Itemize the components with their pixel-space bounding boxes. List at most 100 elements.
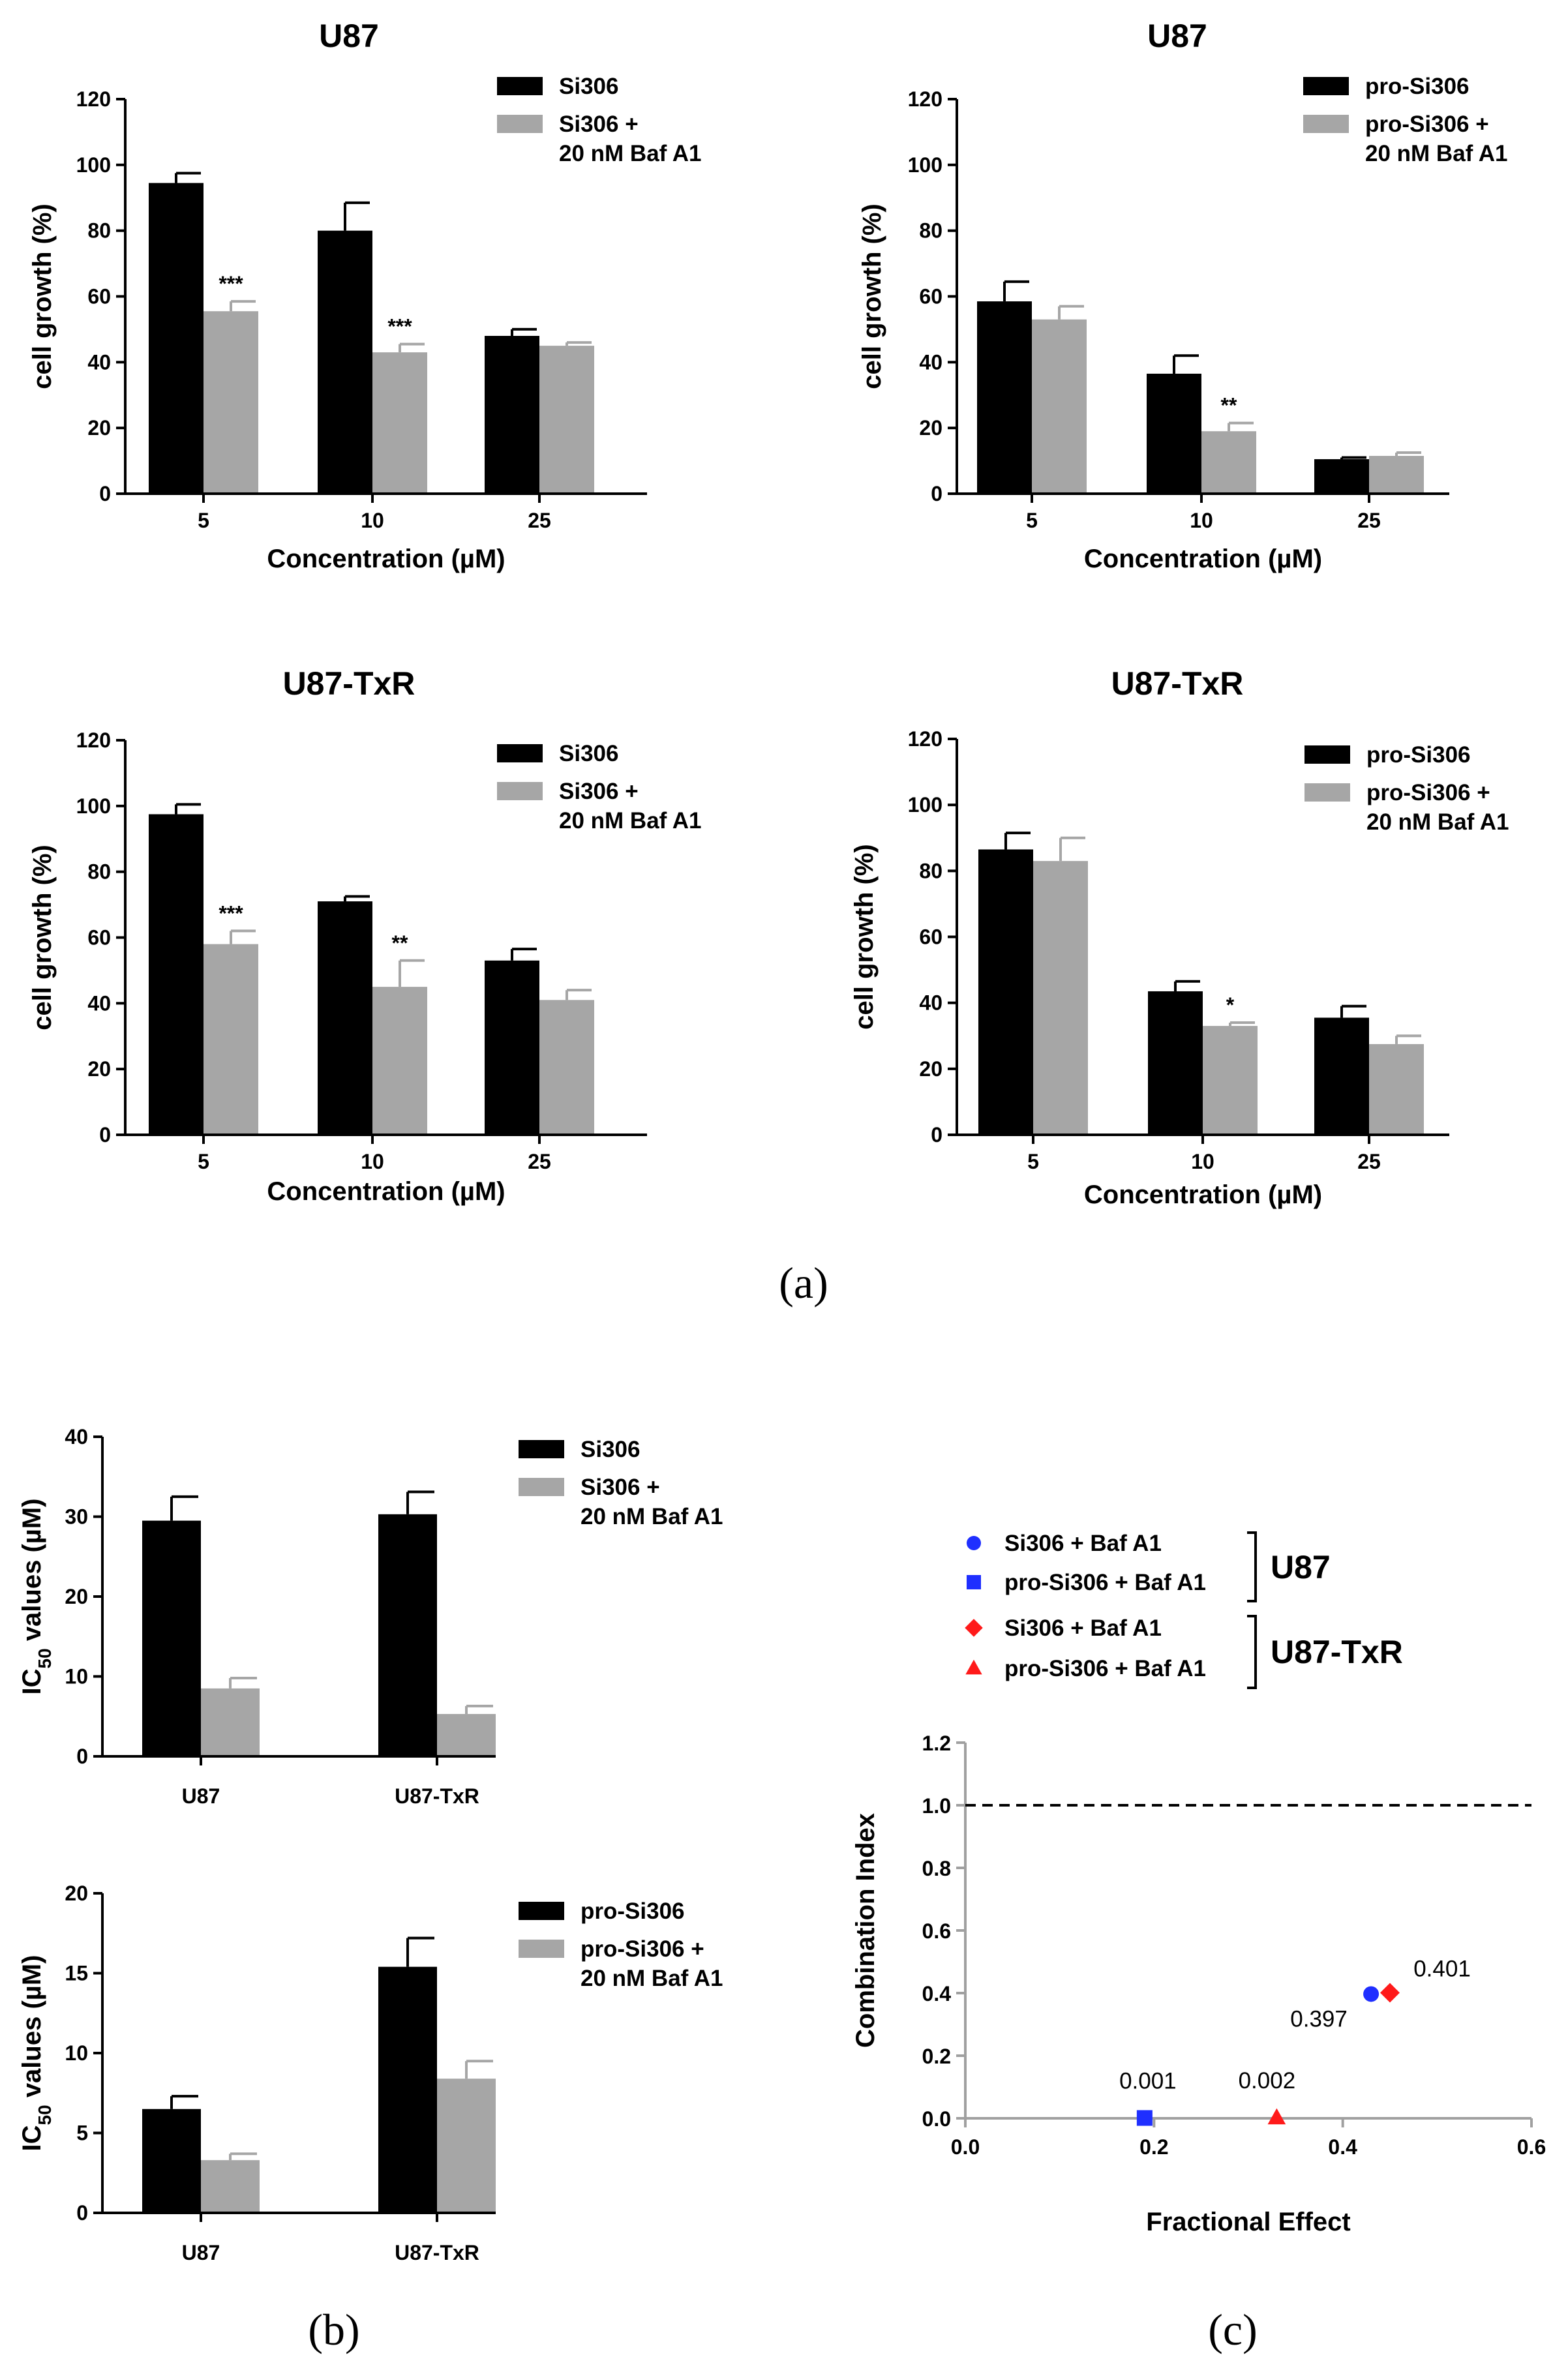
y-tick-label: 0 (931, 482, 942, 505)
y-tick-label: 0.2 (922, 2045, 951, 2068)
bar-drug-1 (1147, 373, 1201, 494)
data-point-circle (1363, 1986, 1380, 2002)
x-tick-label: U87 (182, 2241, 220, 2264)
y-tick-label: 40 (919, 350, 942, 374)
x-tick-label: 5 (1026, 509, 1038, 532)
chart-a2-u87-pro-si306: U87 ** 0 20 40 60 80 100 120 5 10 25 Concentration (… (858, 18, 1507, 573)
legend-label: Si306 + Baf A1 (1004, 1531, 1162, 1556)
bar-drug-2 (485, 336, 539, 494)
bar-combo-0 (201, 1688, 260, 1756)
significance-mark: *** (219, 272, 243, 295)
y-tick-label: 20 (919, 416, 942, 440)
point-value-label: 0.397 (1290, 2006, 1348, 2032)
legend-swatch-1 (497, 782, 543, 800)
legend-swatch-0 (1303, 77, 1349, 95)
bar-combo-1 (1203, 1026, 1258, 1135)
legend-label-1: 20 nM Baf A1 (580, 1504, 723, 1529)
bar-combo-0 (204, 944, 258, 1135)
y-tick-label: 10 (65, 1665, 88, 1689)
y-axis-label: cell growth (%) (28, 845, 57, 1030)
legend-marker-triangle (965, 1659, 982, 1675)
legend-label: Si306 + Baf A1 (1004, 1615, 1162, 1641)
legend-label-0: Si306 (559, 741, 618, 766)
bar-combo-1 (437, 1714, 496, 1756)
x-tick-label: 25 (528, 509, 551, 532)
y-tick-label: 120 (908, 727, 942, 751)
legend-label-1: 20 nM Baf A1 (1365, 141, 1507, 166)
bar-combo-1 (372, 987, 427, 1135)
chart-c-combination-index: 0.0 0.2 0.4 0.6 0.8 1.0 1.2 0.0 0.2 0.4 0.6 Fractio… (851, 1531, 1546, 2236)
point-value-label: 0.002 (1239, 2068, 1296, 2094)
legend-label: pro-Si306 + Baf A1 (1004, 1656, 1206, 1681)
chart-a4-u87txr-pro-si306: U87-TxR * 0 20 40 60 80 100 120 5 10 25 Concentratio… (850, 665, 1509, 1209)
legend-marker-square (967, 1575, 981, 1589)
y-tick-label: 0 (76, 2201, 88, 2225)
y-tick-label: 0.6 (922, 1919, 951, 1943)
legend-label: pro-Si306 + Baf A1 (1004, 1570, 1206, 1595)
bar-drug-1 (318, 230, 372, 494)
y-tick-label: 40 (87, 991, 111, 1015)
bar-drug-2 (1314, 459, 1369, 494)
legend-swatch-0 (497, 744, 543, 762)
y-tick-label: 5 (76, 2122, 88, 2145)
x-tick-label: 10 (361, 1150, 384, 1173)
point-value-label: 0.401 (1413, 1957, 1471, 1982)
chart-title: U87 (319, 18, 379, 54)
x-tick-label: U87-TxR (395, 2241, 479, 2264)
bar-combo-2 (539, 1000, 594, 1135)
x-axis-label: Concentration (µM) (267, 1177, 505, 1206)
x-tick-label: 25 (528, 1150, 551, 1173)
bar-combo-2 (1369, 1043, 1424, 1135)
legend-label-1: pro-Si306 + (580, 1936, 704, 1962)
y-tick-label: 60 (87, 285, 111, 308)
y-tick-label: 80 (87, 219, 111, 243)
legend-swatch-1 (1304, 783, 1350, 802)
legend-swatch-1 (1303, 115, 1349, 133)
y-tick-label: 100 (76, 153, 111, 177)
legend-label-1: pro-Si306 + (1366, 780, 1490, 805)
x-tick-label: 10 (1191, 1150, 1214, 1173)
y-tick-label: 100 (908, 153, 942, 177)
x-tick-label: 10 (361, 509, 384, 532)
y-tick-label: 0 (99, 482, 111, 505)
significance-mark: * (1226, 993, 1235, 1017)
y-tick-label: 30 (65, 1505, 88, 1529)
y-tick-label: 0 (931, 1123, 942, 1147)
legend-group-u87: U87 (1271, 1549, 1331, 1585)
bar-combo-2 (1369, 456, 1424, 494)
y-tick-label: 120 (76, 728, 111, 752)
bar-drug-0 (977, 301, 1032, 494)
bar-combo-2 (539, 346, 594, 494)
y-tick-label: 100 (908, 793, 942, 817)
significance-mark: *** (219, 901, 243, 925)
y-tick-label: 1.0 (922, 1794, 951, 1818)
y-axis-label: IC50 values (µM) (18, 1499, 55, 1695)
significance-mark: ** (1221, 394, 1237, 417)
chart-b2-ic50-pro-si306: 0 5 10 15 20 U87 U87-TxR IC50 values (µM) pro-Si… (18, 1882, 723, 2264)
panel-label-b: (b) (308, 2305, 359, 2354)
y-tick-label: 60 (919, 925, 942, 949)
y-tick-label: 20 (87, 1057, 111, 1081)
y-axis-label: IC50 values (µM) (18, 1955, 55, 2152)
legend-label-1: Si306 + (559, 779, 639, 804)
bar-combo-0 (1032, 319, 1087, 494)
legend-label-1: 20 nM Baf A1 (559, 141, 701, 166)
x-axis-label: Concentration (µM) (1084, 545, 1322, 573)
y-axis-label: cell growth (%) (858, 203, 886, 389)
y-tick-label: 60 (87, 926, 111, 950)
panel-label-c: (c) (1208, 2305, 1257, 2354)
legend-label-1: 20 nM Baf A1 (1366, 809, 1509, 835)
y-tick-label: 0.8 (922, 1857, 951, 1880)
x-tick-label: 5 (1027, 1150, 1039, 1173)
y-tick-label: 0 (99, 1123, 111, 1147)
y-tick-label: 120 (908, 87, 942, 111)
bar-drug-2 (1314, 1017, 1369, 1135)
bar-drug-0 (149, 183, 204, 494)
y-tick-label: 0.4 (922, 1982, 952, 2005)
y-tick-label: 40 (87, 350, 111, 374)
legend-marker-circle (967, 1536, 981, 1550)
y-tick-label: 1.2 (922, 1732, 951, 1755)
bar-combo-1 (1201, 431, 1256, 494)
